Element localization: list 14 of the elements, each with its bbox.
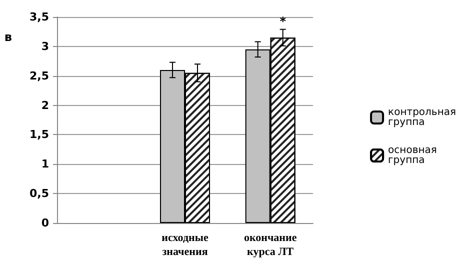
- y-axis-title: в: [4, 30, 12, 44]
- y-tick-label: 1,5: [30, 128, 49, 142]
- legend-label: основная группа: [388, 145, 437, 166]
- annotation: *: [280, 14, 287, 28]
- x-tick-label: исходные значения: [162, 232, 208, 258]
- y-tick-label: 0,5: [30, 187, 49, 200]
- y-tick-label: 3: [41, 40, 49, 53]
- y-tick-label: 3,5: [30, 10, 49, 24]
- y-tick-label: 1: [41, 158, 49, 171]
- y-tick-label: 2: [41, 98, 49, 112]
- y-tick-label: 2,5: [30, 69, 49, 82]
- x-tick-label: окончание курса ЛТ: [244, 232, 297, 258]
- y-tick-label: 0: [41, 216, 50, 230]
- legend-label: контрольная группа: [388, 107, 456, 128]
